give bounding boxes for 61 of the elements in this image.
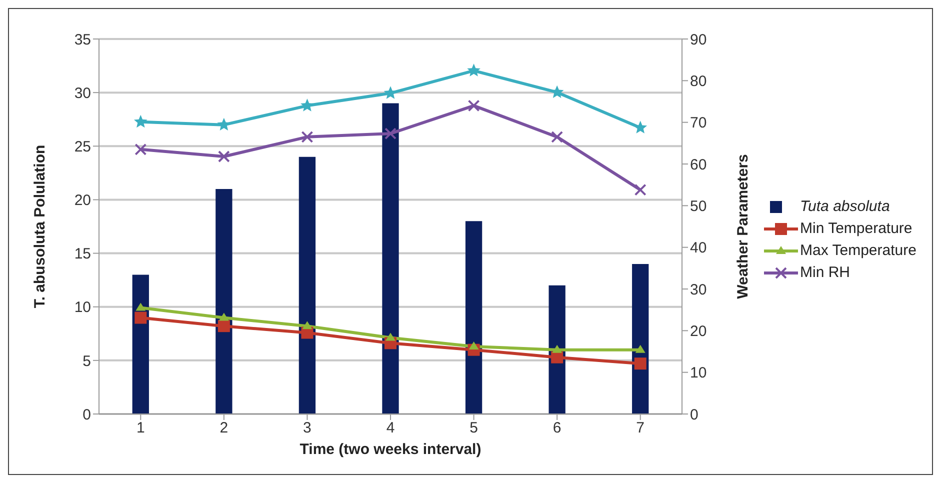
legend-label: Max Temperature [800,242,916,258]
point [386,332,396,341]
x-tick-label: 4 [386,420,395,437]
bar [132,274,149,414]
point [634,358,646,370]
y-tick-label: 10 [74,299,91,316]
point [384,128,396,140]
x-tick-label: 2 [220,420,228,437]
x-tick-label: 1 [136,420,145,437]
x-tick-label: 3 [303,420,312,437]
point [302,321,312,330]
point [634,184,646,196]
y2-tick-label: 10 [690,364,707,382]
point [218,320,230,332]
point [134,114,148,128]
bar [216,189,232,414]
legend-label: Min RH [800,264,850,280]
point [218,150,230,162]
bar [298,156,316,414]
bar [548,285,566,414]
x-axis-title: Time (two weeks interval) [300,441,482,458]
x-tick-label: 6 [552,420,562,437]
point [551,351,564,364]
point [552,344,562,353]
y-tick-label: 0 [82,406,91,424]
y-tick-label: 20 [74,192,91,210]
y2-tick-label: 50 [690,198,707,215]
y2-tick-label: 60 [690,156,707,174]
bar [382,103,399,414]
point [134,312,147,324]
y2-tick-label: 80 [690,72,707,90]
y2-tick-label: 20 [690,322,707,340]
bar [465,221,482,414]
y2-tick-label: 90 [690,31,707,48]
y2-tick-label: 0 [690,406,698,424]
point [467,64,480,76]
legend-label: Min Temperature [800,220,912,236]
y2-tick-label: 40 [690,240,707,257]
point [136,302,146,311]
y-tick-label: 15 [74,246,91,263]
x-tick-label: 5 [470,420,478,437]
point [635,344,646,353]
y-tick-label: 35 [74,31,91,48]
point [468,100,480,112]
bar [632,264,649,414]
y-tick-label: 25 [74,138,91,156]
point [551,130,564,143]
y2-tick-label: 70 [690,114,707,132]
point [300,98,314,112]
legend-label: Tuta absoluta [800,198,890,214]
point [134,143,147,156]
y-tick-label: 5 [82,352,91,370]
point [468,342,479,350]
point [218,312,229,321]
point [301,130,314,143]
y-tick-label: 30 [74,84,91,102]
point [634,120,648,134]
y2-tick-label: 30 [690,281,707,298]
y-axis-title: T. abusoluta Polulation [31,144,48,308]
x-tick-label: 7 [636,420,645,437]
y2-axis-title: Weather Parameters [734,154,752,299]
